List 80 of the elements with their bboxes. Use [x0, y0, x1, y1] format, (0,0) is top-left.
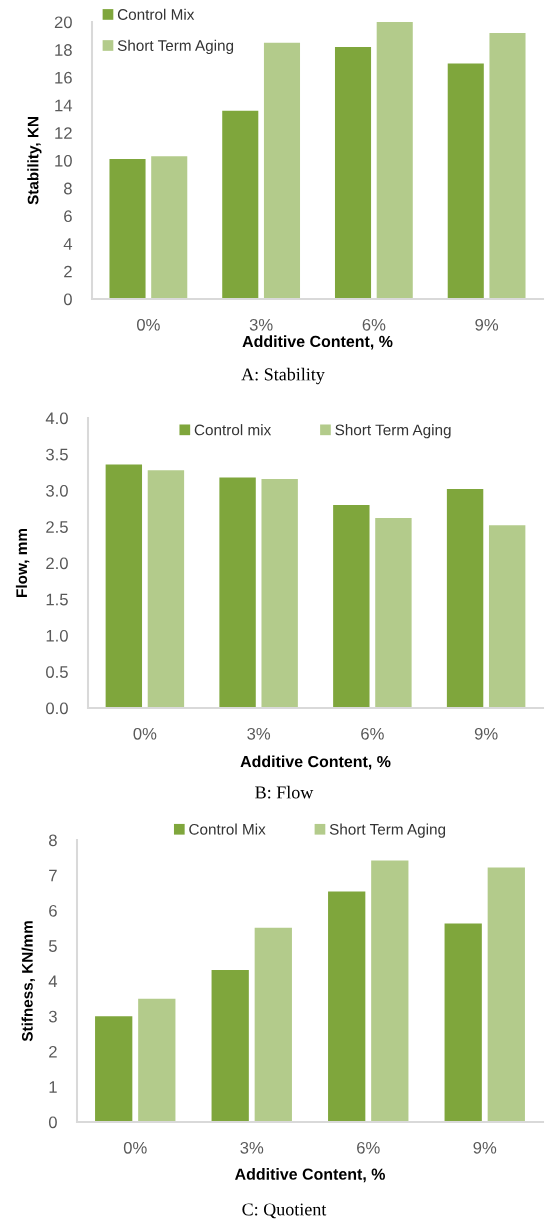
y-tick-label: 0: [63, 293, 72, 306]
bar: [328, 891, 366, 1122]
x-axis-title: Additive Content, %: [234, 1168, 386, 1183]
y-tick-label: 1: [49, 1081, 57, 1093]
bar: [263, 42, 301, 299]
x-tick-label: 0%: [136, 318, 160, 331]
bar: [151, 156, 188, 299]
bar: [254, 927, 292, 1122]
bar: [371, 860, 409, 1122]
bar: [147, 470, 185, 708]
bar: [109, 159, 146, 299]
legend-label: Control mix: [194, 424, 272, 436]
y-tick-label: 1.0: [46, 629, 68, 642]
legend-label: Control Mix: [117, 8, 195, 20]
y-tick-label: 2.5: [46, 521, 68, 533]
y-tick-label: 2.0: [46, 557, 68, 570]
y-tick-label: 3.0: [46, 484, 68, 497]
y-tick-label: 0.0: [46, 702, 68, 715]
bar: [333, 505, 370, 708]
y-tick-label: 8: [64, 182, 72, 195]
bar: [488, 525, 526, 708]
y-tick-label: 3.5: [46, 448, 68, 461]
bar: [487, 867, 525, 1122]
bar: [138, 998, 176, 1122]
bar: [334, 46, 372, 299]
y-axis-title: Stifness, KN/mm: [21, 921, 35, 1042]
bar: [375, 518, 412, 708]
text: B: Flow: [255, 785, 314, 799]
x-tick-label: 6%: [357, 1141, 380, 1154]
y-tick-label: 12: [55, 127, 72, 139]
y-tick-label: 16: [55, 71, 72, 84]
bar: [105, 464, 143, 708]
bar: [222, 110, 259, 299]
x-tick-label: 9%: [473, 1141, 497, 1154]
text: A: Stability: [241, 367, 325, 385]
x-tick-label: 3%: [240, 1141, 264, 1154]
legend-label: Short Term Aging: [117, 39, 234, 55]
bar: [261, 478, 298, 708]
y-tick-label: 0: [48, 1116, 57, 1129]
y-tick-label: 5: [48, 940, 57, 952]
y-tick-label: 1.5: [46, 593, 68, 606]
bar: [95, 1016, 133, 1122]
y-tick-label: 14: [55, 99, 73, 112]
y-tick-label: 4: [63, 238, 73, 250]
x-tick-label: 0%: [133, 727, 157, 740]
y-tick-label: 7: [49, 869, 57, 882]
y-tick-label: 18: [55, 44, 72, 56]
y-axis-title: Stability, KN: [27, 117, 42, 205]
y-tick-label: 2: [64, 265, 72, 278]
bar: [489, 33, 526, 299]
x-tick-label: 9%: [474, 727, 498, 740]
x-tick-label: 9%: [475, 318, 499, 331]
legend-label: Short Term Aging: [329, 823, 446, 838]
x-axis-title: Additive Content, %: [240, 755, 391, 770]
y-axis-title: Flow, mm: [15, 529, 30, 597]
text: C: Quotient: [242, 1203, 327, 1219]
x-tick-label: 3%: [249, 318, 273, 331]
y-tick-label: 2: [49, 1045, 57, 1058]
x-tick-label: 6%: [361, 727, 384, 740]
bar: [211, 970, 249, 1122]
x-axis-title: Additive Content, %: [242, 335, 393, 350]
bar: [219, 477, 256, 708]
y-tick-label: 8: [49, 834, 57, 847]
x-tick-label: 0%: [123, 1141, 147, 1154]
y-tick-label: 6: [64, 210, 72, 223]
x-tick-label: 3%: [247, 727, 271, 740]
legend-label: Control Mix: [189, 823, 266, 835]
y-tick-label: 6: [49, 904, 57, 917]
x-tick-label: 6%: [362, 318, 386, 331]
bar: [446, 489, 484, 708]
legend-label: Short Term Aging: [335, 424, 451, 439]
y-tick-label: 0.5: [46, 666, 68, 678]
y-tick-label: 20: [54, 16, 72, 29]
y-tick-label: 10: [55, 154, 72, 167]
bar: [444, 923, 482, 1122]
y-tick-label: 3: [48, 1010, 57, 1023]
y-tick-label: 4.0: [45, 412, 68, 425]
bar: [447, 63, 484, 299]
bar: [376, 22, 413, 299]
y-tick-label: 4: [48, 975, 58, 988]
